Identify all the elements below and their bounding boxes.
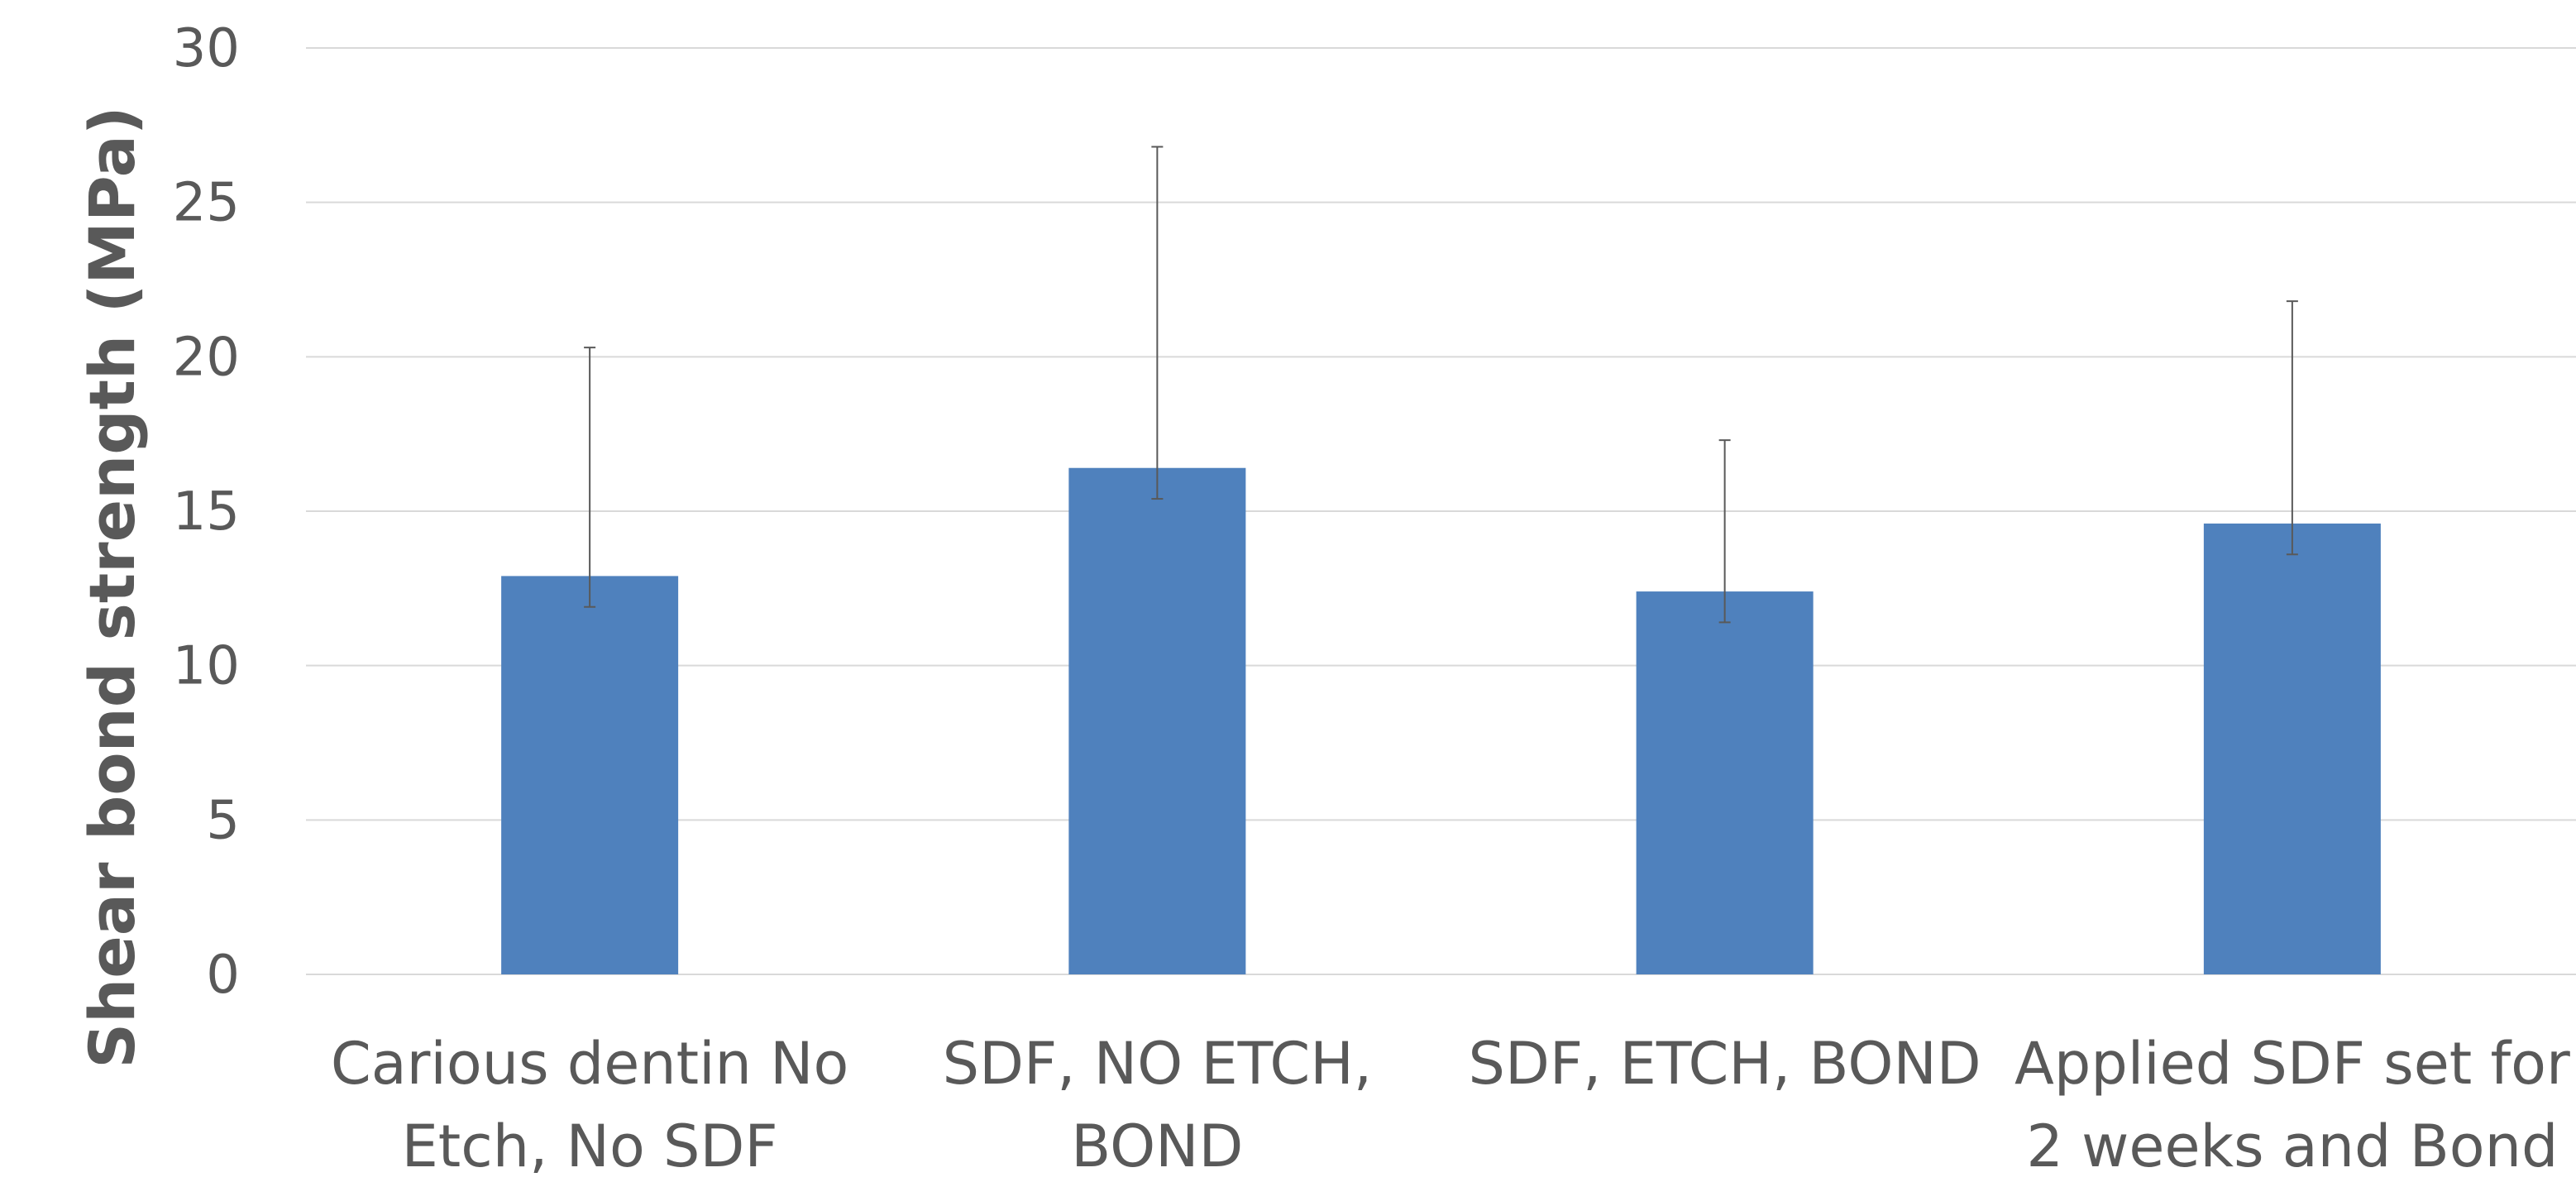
x-category-label: Carious dentin No Etch, No SDF bbox=[331, 1030, 848, 1178]
y-tick-label: 30 bbox=[173, 18, 240, 79]
y-tick-label: 5 bbox=[206, 790, 240, 851]
y-tick-label: 15 bbox=[173, 481, 240, 543]
x-axis-categories: Carious dentin No Etch, No SDF SDF, NO ETC… bbox=[331, 1030, 2570, 1180]
bar bbox=[2203, 523, 2381, 974]
x-category-label: SDF, ETCH, BOND bbox=[1469, 1030, 1981, 1098]
error-bar bbox=[584, 347, 596, 608]
error-bar bbox=[1718, 439, 1731, 624]
x-category-label: SDF, NO ETCH, BOND bbox=[943, 1030, 1372, 1178]
y-tick-label: 0 bbox=[206, 945, 240, 1006]
y-tick-label: 20 bbox=[173, 327, 240, 388]
error-bar bbox=[1151, 146, 1164, 500]
y-axis-ticks: 0 5 10 15 20 25 30 bbox=[173, 18, 240, 1006]
y-tick-label: 25 bbox=[173, 173, 240, 234]
y-axis-title: Shear bond strength (MPa) bbox=[75, 106, 149, 1068]
error-bar bbox=[2286, 300, 2298, 556]
gridlines bbox=[306, 47, 2576, 975]
error-bars bbox=[584, 146, 2298, 624]
bars bbox=[501, 467, 2381, 974]
bar bbox=[1636, 591, 1814, 974]
y-tick-label: 10 bbox=[173, 636, 240, 697]
x-category-label: Applied SDF set for 2 weeks and Bond bbox=[2014, 1030, 2570, 1178]
bar bbox=[501, 576, 679, 974]
bar bbox=[1068, 467, 1246, 974]
